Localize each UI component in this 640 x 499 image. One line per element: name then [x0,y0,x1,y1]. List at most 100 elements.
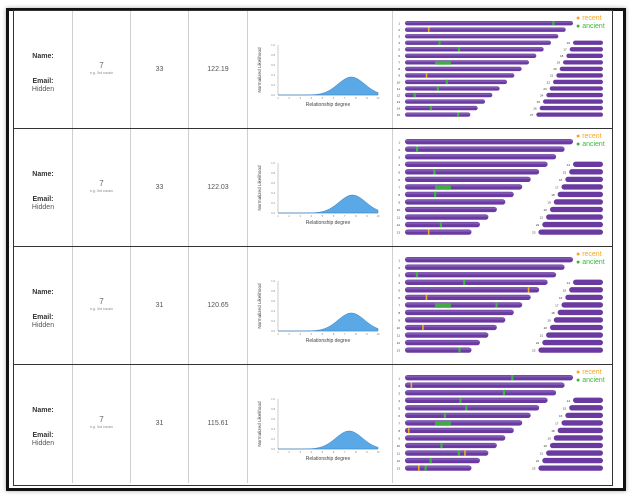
chromosome-number: 19 [547,201,551,205]
ancient-segment [439,221,442,228]
chromosome-number: 5 [398,406,400,410]
chromosome-number: 1 [398,140,400,144]
chromosome-bar [549,86,603,91]
likelihood-chart: 0.0 0.2 0.4 0.6 0.8 1.0 1 2 3 4 5 6 7 8 9 10 Normalized … [257,279,380,344]
y-tick-label: 0.8 [271,289,275,293]
likelihood-curve [278,76,379,96]
x-tick-label: 1 [277,96,279,100]
chromosome-number: 17 [555,304,559,308]
chromosome-bar [546,92,603,98]
ancient-segment [463,279,466,285]
chromosome-bar [573,279,603,285]
chromosome-number: 18 [551,193,555,197]
x-tick-label: 9 [366,214,368,218]
chromosome-number: 8 [398,429,400,433]
recent-segment [410,382,413,388]
ancient-segment [435,303,451,308]
generation-cell: 7 e.g. 3rd cousin [73,129,131,246]
legend-ancient-label: ancient [582,377,605,384]
legend-ancient: ● ancient [576,23,605,30]
name-label: Name: [32,171,54,178]
y-tick-label: 1.0 [271,397,275,401]
chromosome-number: 10 [397,326,401,330]
longest-segment-value: 122.03 [207,184,229,191]
recent-segment [427,27,430,32]
chromosome-number: 2 [398,148,400,152]
ancient-segment [457,450,460,456]
x-tick-label: 3 [299,96,301,100]
chromosome-map-cell: 1 2 3 4 14 5 15 6 16 7 17 8 18 9 19 10 20 11 21 12 22 13 23 ● r… [393,365,612,483]
chromosome-bar [569,287,603,293]
y-axis-label: Normalized Likelihood [257,283,262,329]
name-cell: Name: Email: Hidden [14,11,73,128]
match-table: Name: Email: Hidden 7 e.g. 3rd cousin 33 122.1… [13,10,613,486]
y-tick-label: 0.6 [271,299,275,303]
ancient-segment [511,375,514,381]
x-tick-label: 1 [277,332,279,336]
chromosome-bar [549,324,603,331]
chromosome-bar [561,420,603,426]
chromosome-number: 13 [397,231,401,235]
chromosome-number: 16 [559,296,563,300]
name-label: Name: [32,407,54,414]
match-row: Name: Email: Hidden 7 e.g. 3rd cousin 33 122.1… [14,11,612,129]
chromosome-bar [561,302,603,308]
y-tick-label: 0.2 [271,437,275,441]
longest-segment-value: 122.19 [207,66,229,73]
recent-segment [527,287,530,293]
legend-recent: ● recent [576,15,602,22]
chromosome-number: 4 [398,281,400,285]
y-axis-label: Normalized Likelihood [257,47,262,93]
y-tick-label: 0.6 [271,181,275,185]
chromosome-number: 7 [398,422,400,426]
chromosome-number: 7 [398,304,400,308]
chromosome-number: 27 [530,113,534,117]
chromosome-number: 9 [398,201,400,205]
chromosome-number: 11 [397,334,400,338]
chromosome-number: 17 [563,48,567,52]
chromosome-map-cell: 1 2 3 4 14 5 15 6 16 7 17 8 18 9 19 10 20 11 21 12 22 13 23 ● r… [393,247,612,364]
chromosome-number: 2 [398,266,400,270]
chromosome-number: 1 [398,258,400,262]
y-tick-label: 0.0 [271,211,275,215]
chromosome-number: 3 [398,391,400,395]
chromosome-number: 21 [540,216,544,220]
email-label: Email: [32,432,54,439]
y-axis-label: Normalized Likelihood [257,165,262,211]
x-tick-label: 10 [376,332,380,336]
y-tick-label: 0.0 [271,329,275,333]
ancient-segment [458,347,461,353]
email-label: Email: [32,314,54,321]
match-row: Name: Email: Hidden 7 e.g. 3rd cousin 31 115.6… [14,365,612,483]
ancient-segment [413,92,416,98]
chromosome-number: 23 [532,467,536,471]
match-row: Name: Email: Hidden 7 e.g. 3rd cousin 33 122.0… [14,129,612,247]
ancient-segment [435,421,451,426]
chromosome-number: 16 [559,178,563,182]
legend-ancient: ● ancient [576,377,605,384]
x-tick-label: 2 [288,96,290,100]
chromosome-number: 22 [536,223,540,227]
chromosome-number: 11 [397,452,400,456]
ancient-segment [440,442,443,449]
likelihood-chart-cell: 0.0 0.2 0.4 0.6 0.8 1.0 1 2 3 4 5 6 7 8 9 10 Normalized … [248,11,393,128]
name-label: Name: [32,289,54,296]
legend-recent-label: recent [582,15,602,22]
email-value: Hidden [31,440,55,447]
chromosome-number: 23 [532,231,536,235]
chromosome-number: 21 [540,334,544,338]
x-tick-label: 9 [366,450,368,454]
legend-ancient-label: ancient [582,259,605,266]
chromosome-number: 22 [536,459,540,463]
email-value: Hidden [31,322,55,329]
chromosome-number: 23 [543,87,547,91]
ancient-segment [457,112,460,117]
ancient-segment [424,465,427,471]
chromosome-number: 9 [398,74,400,78]
x-tick-label: 9 [366,96,368,100]
chromosome-bar [569,169,603,175]
shared-cm-cell: 31 [131,365,189,483]
y-tick-label: 0.6 [271,417,275,421]
shared-cm-cell: 31 [131,247,189,364]
